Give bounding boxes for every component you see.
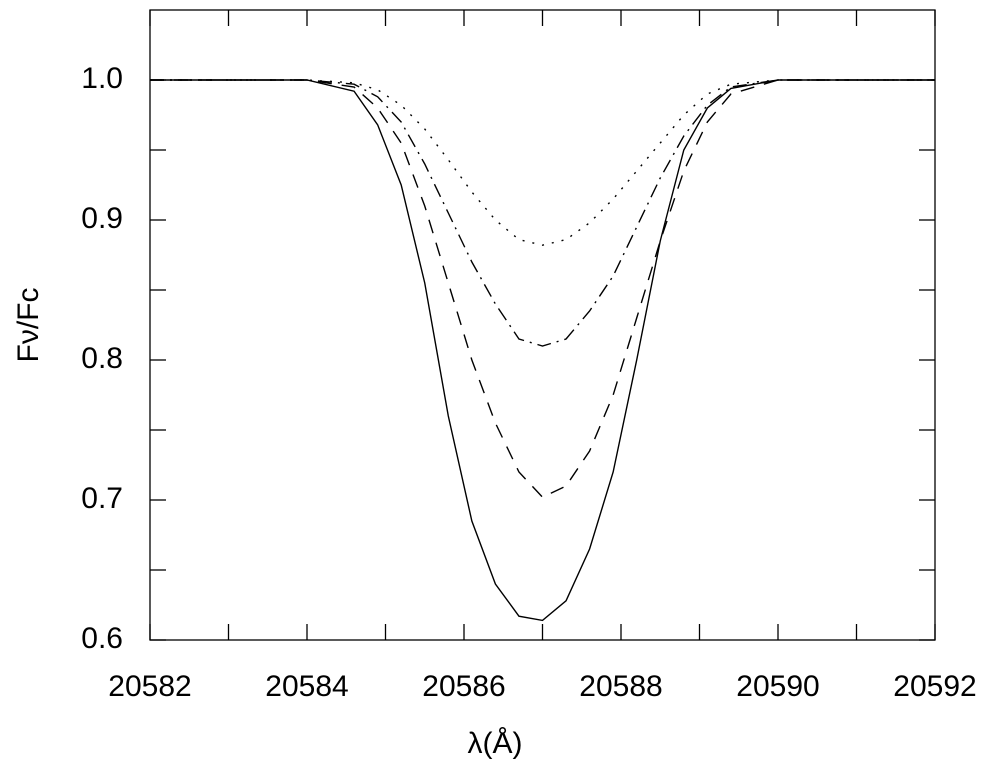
- x-axis-label: λ(Å): [468, 727, 523, 760]
- y-axis-label: Fν/Fc: [12, 288, 45, 363]
- y-tick-label: 1.0: [81, 62, 123, 95]
- line-series: [150, 79, 935, 347]
- y-tick-label: 0.6: [81, 622, 123, 655]
- x-tick-label: 20584: [265, 670, 348, 703]
- x-tick-label: 20592: [893, 670, 976, 703]
- x-tick-label: 20590: [736, 670, 819, 703]
- x-tick-label: 20586: [422, 670, 505, 703]
- line-series: [150, 79, 935, 499]
- line-series: [150, 79, 935, 622]
- x-tick-label: 20588: [579, 670, 662, 703]
- y-tick-label: 0.9: [81, 202, 123, 235]
- plot-frame: [149, 9, 936, 641]
- line-series: [150, 79, 935, 246]
- y-tick-label: 0.7: [81, 482, 123, 515]
- y-tick-label: 0.8: [81, 342, 123, 375]
- x-tick-label: 20582: [108, 670, 191, 703]
